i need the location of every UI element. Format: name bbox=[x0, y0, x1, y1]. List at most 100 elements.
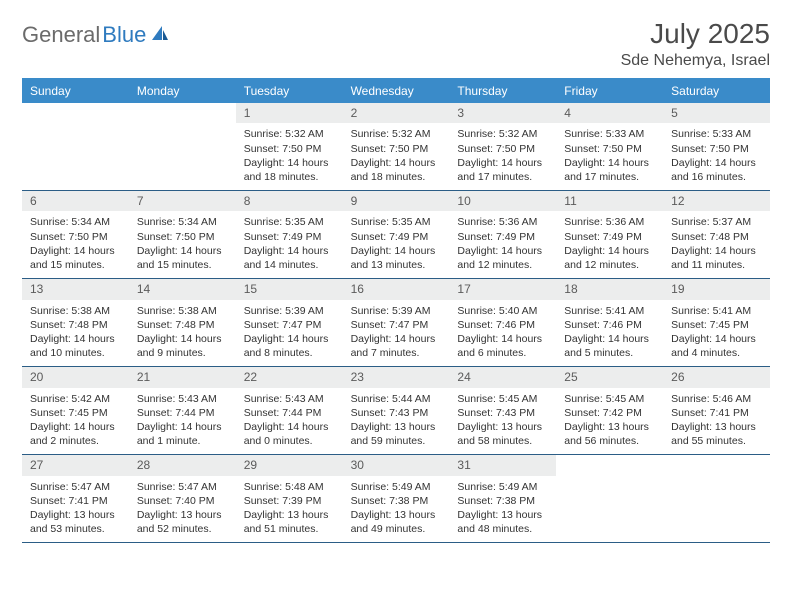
day-cell: 21Sunrise: 5:43 AMSunset: 7:44 PMDayligh… bbox=[129, 367, 236, 454]
day-details: Sunrise: 5:49 AMSunset: 7:38 PMDaylight:… bbox=[343, 476, 450, 543]
day-cell: 15Sunrise: 5:39 AMSunset: 7:47 PMDayligh… bbox=[236, 279, 343, 366]
day-number: 10 bbox=[449, 191, 556, 211]
day-number: 13 bbox=[22, 279, 129, 299]
day-number: 25 bbox=[556, 367, 663, 387]
day-number: 27 bbox=[22, 455, 129, 475]
day-details: Sunrise: 5:33 AMSunset: 7:50 PMDaylight:… bbox=[663, 123, 770, 190]
day-cell: 11Sunrise: 5:36 AMSunset: 7:49 PMDayligh… bbox=[556, 191, 663, 278]
day-details: Sunrise: 5:38 AMSunset: 7:48 PMDaylight:… bbox=[129, 300, 236, 367]
week-row: 13Sunrise: 5:38 AMSunset: 7:48 PMDayligh… bbox=[22, 279, 770, 367]
day-number: 20 bbox=[22, 367, 129, 387]
weekday-saturday: Saturday bbox=[663, 78, 770, 103]
day-cell: 13Sunrise: 5:38 AMSunset: 7:48 PMDayligh… bbox=[22, 279, 129, 366]
day-number: 18 bbox=[556, 279, 663, 299]
weeks-container: ....1Sunrise: 5:32 AMSunset: 7:50 PMDayl… bbox=[22, 103, 770, 543]
day-cell: 8Sunrise: 5:35 AMSunset: 7:49 PMDaylight… bbox=[236, 191, 343, 278]
weekday-friday: Friday bbox=[556, 78, 663, 103]
header: GeneralBlue July 2025 Sde Nehemya, Israe… bbox=[22, 18, 770, 70]
week-row: 20Sunrise: 5:42 AMSunset: 7:45 PMDayligh… bbox=[22, 367, 770, 455]
day-number: 8 bbox=[236, 191, 343, 211]
day-details: Sunrise: 5:38 AMSunset: 7:48 PMDaylight:… bbox=[22, 300, 129, 367]
day-cell: 28Sunrise: 5:47 AMSunset: 7:40 PMDayligh… bbox=[129, 455, 236, 542]
day-cell: 31Sunrise: 5:49 AMSunset: 7:38 PMDayligh… bbox=[449, 455, 556, 542]
day-number: 4 bbox=[556, 103, 663, 123]
day-cell: 2Sunrise: 5:32 AMSunset: 7:50 PMDaylight… bbox=[343, 103, 450, 190]
day-details: Sunrise: 5:48 AMSunset: 7:39 PMDaylight:… bbox=[236, 476, 343, 543]
day-details: Sunrise: 5:34 AMSunset: 7:50 PMDaylight:… bbox=[129, 211, 236, 278]
day-cell: 19Sunrise: 5:41 AMSunset: 7:45 PMDayligh… bbox=[663, 279, 770, 366]
day-details: Sunrise: 5:36 AMSunset: 7:49 PMDaylight:… bbox=[449, 211, 556, 278]
weekday-wednesday: Wednesday bbox=[343, 78, 450, 103]
day-cell: 6Sunrise: 5:34 AMSunset: 7:50 PMDaylight… bbox=[22, 191, 129, 278]
day-number: 23 bbox=[343, 367, 450, 387]
day-details: Sunrise: 5:39 AMSunset: 7:47 PMDaylight:… bbox=[343, 300, 450, 367]
day-number: 2 bbox=[343, 103, 450, 123]
day-details: Sunrise: 5:43 AMSunset: 7:44 PMDaylight:… bbox=[236, 388, 343, 455]
weekday-sunday: Sunday bbox=[22, 78, 129, 103]
day-number: 3 bbox=[449, 103, 556, 123]
day-cell: 16Sunrise: 5:39 AMSunset: 7:47 PMDayligh… bbox=[343, 279, 450, 366]
logo: GeneralBlue bbox=[22, 22, 170, 48]
day-number: 19 bbox=[663, 279, 770, 299]
day-cell: 5Sunrise: 5:33 AMSunset: 7:50 PMDaylight… bbox=[663, 103, 770, 190]
day-number: 1 bbox=[236, 103, 343, 123]
location-label: Sde Nehemya, Israel bbox=[621, 52, 770, 70]
title-block: July 2025 Sde Nehemya, Israel bbox=[621, 18, 770, 70]
day-number: 28 bbox=[129, 455, 236, 475]
day-details: Sunrise: 5:35 AMSunset: 7:49 PMDaylight:… bbox=[236, 211, 343, 278]
day-details: Sunrise: 5:35 AMSunset: 7:49 PMDaylight:… bbox=[343, 211, 450, 278]
day-number: 15 bbox=[236, 279, 343, 299]
week-row: 6Sunrise: 5:34 AMSunset: 7:50 PMDaylight… bbox=[22, 191, 770, 279]
day-details: Sunrise: 5:41 AMSunset: 7:46 PMDaylight:… bbox=[556, 300, 663, 367]
weekday-tuesday: Tuesday bbox=[236, 78, 343, 103]
day-details: Sunrise: 5:39 AMSunset: 7:47 PMDaylight:… bbox=[236, 300, 343, 367]
day-cell: 1Sunrise: 5:32 AMSunset: 7:50 PMDaylight… bbox=[236, 103, 343, 190]
day-number: 14 bbox=[129, 279, 236, 299]
logo-text-gray: General bbox=[22, 22, 100, 48]
day-details: Sunrise: 5:45 AMSunset: 7:43 PMDaylight:… bbox=[449, 388, 556, 455]
day-details: Sunrise: 5:32 AMSunset: 7:50 PMDaylight:… bbox=[236, 123, 343, 190]
day-cell: 25Sunrise: 5:45 AMSunset: 7:42 PMDayligh… bbox=[556, 367, 663, 454]
day-details: Sunrise: 5:40 AMSunset: 7:46 PMDaylight:… bbox=[449, 300, 556, 367]
day-cell: 23Sunrise: 5:44 AMSunset: 7:43 PMDayligh… bbox=[343, 367, 450, 454]
day-cell: .. bbox=[663, 455, 770, 542]
day-cell: 26Sunrise: 5:46 AMSunset: 7:41 PMDayligh… bbox=[663, 367, 770, 454]
day-details: Sunrise: 5:33 AMSunset: 7:50 PMDaylight:… bbox=[556, 123, 663, 190]
day-cell: 27Sunrise: 5:47 AMSunset: 7:41 PMDayligh… bbox=[22, 455, 129, 542]
day-details: Sunrise: 5:32 AMSunset: 7:50 PMDaylight:… bbox=[449, 123, 556, 190]
day-number: 11 bbox=[556, 191, 663, 211]
day-details: Sunrise: 5:34 AMSunset: 7:50 PMDaylight:… bbox=[22, 211, 129, 278]
day-details: Sunrise: 5:32 AMSunset: 7:50 PMDaylight:… bbox=[343, 123, 450, 190]
day-cell: 14Sunrise: 5:38 AMSunset: 7:48 PMDayligh… bbox=[129, 279, 236, 366]
day-cell: 17Sunrise: 5:40 AMSunset: 7:46 PMDayligh… bbox=[449, 279, 556, 366]
day-details: Sunrise: 5:45 AMSunset: 7:42 PMDaylight:… bbox=[556, 388, 663, 455]
day-cell: 30Sunrise: 5:49 AMSunset: 7:38 PMDayligh… bbox=[343, 455, 450, 542]
weekday-header-row: SundayMondayTuesdayWednesdayThursdayFrid… bbox=[22, 78, 770, 103]
weekday-thursday: Thursday bbox=[449, 78, 556, 103]
day-details: Sunrise: 5:47 AMSunset: 7:41 PMDaylight:… bbox=[22, 476, 129, 543]
day-number: 24 bbox=[449, 367, 556, 387]
week-row: 27Sunrise: 5:47 AMSunset: 7:41 PMDayligh… bbox=[22, 455, 770, 543]
day-cell: 4Sunrise: 5:33 AMSunset: 7:50 PMDaylight… bbox=[556, 103, 663, 190]
day-details: Sunrise: 5:47 AMSunset: 7:40 PMDaylight:… bbox=[129, 476, 236, 543]
day-cell: 12Sunrise: 5:37 AMSunset: 7:48 PMDayligh… bbox=[663, 191, 770, 278]
day-number: 16 bbox=[343, 279, 450, 299]
day-cell: 22Sunrise: 5:43 AMSunset: 7:44 PMDayligh… bbox=[236, 367, 343, 454]
day-details: Sunrise: 5:36 AMSunset: 7:49 PMDaylight:… bbox=[556, 211, 663, 278]
day-details: Sunrise: 5:44 AMSunset: 7:43 PMDaylight:… bbox=[343, 388, 450, 455]
day-cell: 29Sunrise: 5:48 AMSunset: 7:39 PMDayligh… bbox=[236, 455, 343, 542]
day-number: 21 bbox=[129, 367, 236, 387]
day-number: 9 bbox=[343, 191, 450, 211]
week-row: ....1Sunrise: 5:32 AMSunset: 7:50 PMDayl… bbox=[22, 103, 770, 191]
day-cell: .. bbox=[22, 103, 129, 190]
day-details: Sunrise: 5:37 AMSunset: 7:48 PMDaylight:… bbox=[663, 211, 770, 278]
day-details: Sunrise: 5:42 AMSunset: 7:45 PMDaylight:… bbox=[22, 388, 129, 455]
day-cell: 18Sunrise: 5:41 AMSunset: 7:46 PMDayligh… bbox=[556, 279, 663, 366]
day-number: 30 bbox=[343, 455, 450, 475]
day-details: Sunrise: 5:49 AMSunset: 7:38 PMDaylight:… bbox=[449, 476, 556, 543]
calendar: SundayMondayTuesdayWednesdayThursdayFrid… bbox=[22, 78, 770, 543]
day-number: 6 bbox=[22, 191, 129, 211]
day-number: 31 bbox=[449, 455, 556, 475]
day-number: 7 bbox=[129, 191, 236, 211]
day-cell: .. bbox=[129, 103, 236, 190]
